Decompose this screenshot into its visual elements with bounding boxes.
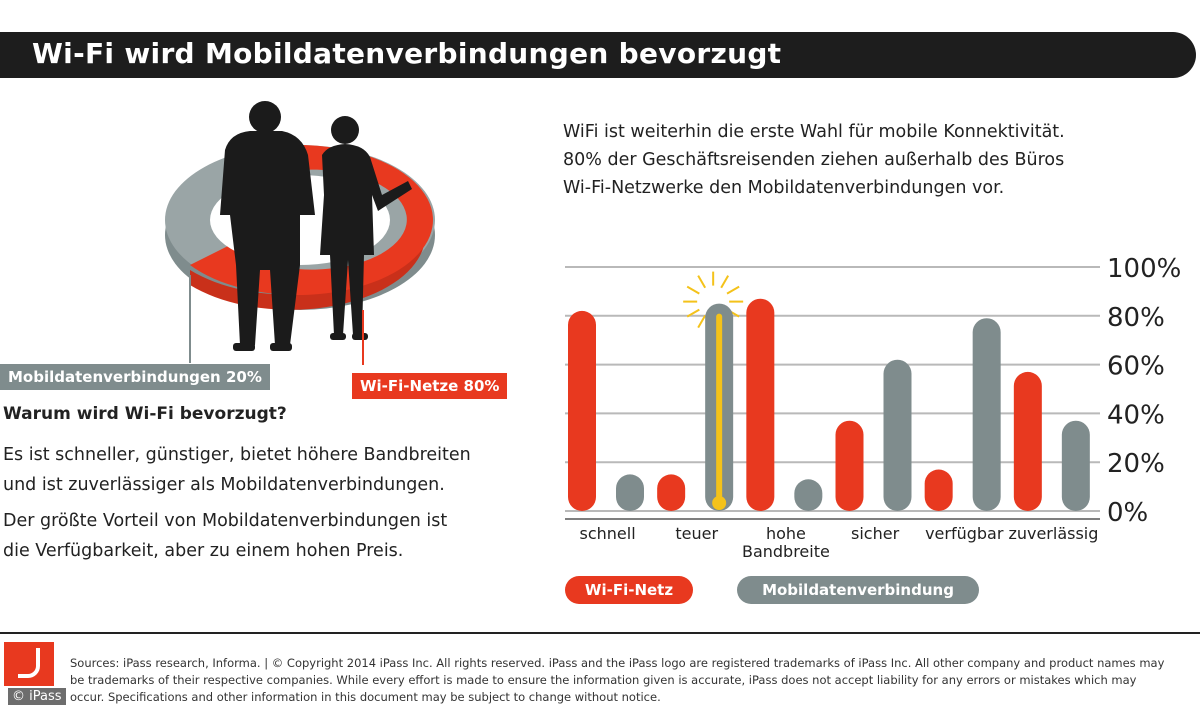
x-tick-label: zuverlässig bbox=[1008, 524, 1098, 543]
footer-sources: Sources: iPass research, Informa. | © Co… bbox=[70, 655, 1180, 706]
bar-mobile bbox=[616, 474, 644, 511]
ipass-logo-mark bbox=[18, 648, 40, 678]
intro-text: WiFi ist weiterhin die erste Wahl für mo… bbox=[563, 118, 1163, 202]
bar-wifi bbox=[657, 474, 686, 511]
x-tick-label: schnell bbox=[580, 524, 636, 543]
bar-wifi bbox=[568, 310, 596, 511]
intro-line: 80% der Geschäftsreisenden ziehen außerh… bbox=[563, 150, 1065, 170]
sources-line: be trademarks of their respective compan… bbox=[70, 673, 1137, 687]
highlight-ray bbox=[686, 285, 700, 295]
y-tick-label: 40% bbox=[1107, 400, 1165, 430]
highlight-ray bbox=[720, 275, 730, 289]
x-tick-label: sicher bbox=[851, 524, 900, 543]
bar-mobile bbox=[794, 479, 823, 511]
pie-label-mobile: Mobildatenverbindungen 20% bbox=[0, 364, 270, 390]
bar-mobile bbox=[1061, 420, 1090, 511]
bar-wifi bbox=[924, 469, 953, 511]
x-tick-label: Bandbreite bbox=[742, 542, 830, 561]
pie-label-wifi: Wi-Fi-Netze 80% bbox=[352, 373, 508, 399]
copyright-watermark: © iPass bbox=[8, 688, 66, 705]
x-tick-label: hohe bbox=[766, 524, 806, 543]
intro-line: Wi-Fi-Netzwerke den Mobildatenverbindung… bbox=[563, 178, 1005, 198]
business-people-illustration bbox=[220, 101, 412, 351]
why-paragraph-2-line: Der größte Vorteil von Mobildatenverbind… bbox=[3, 511, 448, 531]
y-tick-label: 80% bbox=[1107, 303, 1165, 333]
ring-pie-chart bbox=[165, 101, 435, 365]
bar-chart: 0% 20% 40% 60% 80% 100% schnell teuer hoheBandbr… bbox=[565, 254, 1181, 561]
y-tick-label: 20% bbox=[1107, 449, 1165, 479]
bar-mobile bbox=[972, 318, 1001, 511]
y-tick-label: 60% bbox=[1107, 352, 1165, 382]
x-tick-label: verfügbar bbox=[925, 524, 1004, 543]
highlight-bulb bbox=[712, 496, 727, 510]
highlight-ray bbox=[686, 308, 700, 318]
highlight-ray bbox=[697, 314, 707, 329]
page-title: Wi-Fi wird Mobildatenverbindungen bevorz… bbox=[32, 37, 782, 70]
legend-mobile: Mobildatenverbindung bbox=[737, 576, 979, 604]
ring-wifi-segment bbox=[190, 145, 426, 310]
why-heading: Warum wird Wi-Fi bevorzugt? bbox=[3, 404, 287, 424]
y-tick-label: 100% bbox=[1107, 254, 1181, 284]
highlight-bar-core bbox=[716, 313, 723, 507]
x-tick-label: teuer bbox=[675, 524, 718, 543]
sources-line: occur. Specifications and other informat… bbox=[70, 690, 661, 704]
highlight-ray bbox=[697, 275, 707, 289]
bar-wifi bbox=[746, 298, 775, 511]
why-paragraph-2-line: die Verfügbarkeit, aber zu einem hohen P… bbox=[3, 541, 404, 561]
intro-line: WiFi ist weiterhin die erste Wahl für mo… bbox=[563, 122, 1065, 142]
bar-mobile bbox=[883, 359, 912, 511]
bar-wifi bbox=[835, 420, 864, 511]
why-paragraph-1-line: Es ist schneller, günstiger, bietet höhe… bbox=[3, 445, 471, 465]
legend-wifi: Wi-Fi-Netz bbox=[565, 576, 693, 604]
footer-divider bbox=[0, 632, 1200, 634]
sources-line: Sources: iPass research, Informa. | © Co… bbox=[70, 656, 1165, 670]
highlight-ray bbox=[726, 285, 740, 295]
y-tick-label: 0% bbox=[1107, 498, 1148, 528]
ipass-logo bbox=[4, 642, 54, 686]
bar-wifi bbox=[1013, 371, 1042, 511]
why-paragraph-1-line: und ist zuverlässiger als Mobildatenverb… bbox=[3, 475, 445, 495]
title-bar: Wi-Fi wird Mobildatenverbindungen bevorz… bbox=[0, 32, 1196, 78]
